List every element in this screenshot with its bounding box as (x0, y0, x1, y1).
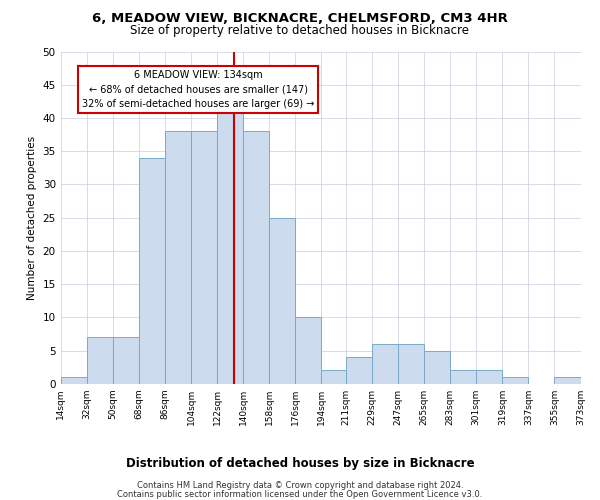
Bar (424, 350, 450, 384)
Bar (217, 112, 243, 384)
Bar (243, 131, 269, 384)
Bar (269, 218, 295, 384)
Bar (165, 131, 191, 384)
Text: Size of property relative to detached houses in Bicknacre: Size of property relative to detached ho… (131, 24, 470, 37)
Bar (450, 370, 476, 384)
Bar (398, 344, 424, 384)
Text: Distribution of detached houses by size in Bicknacre: Distribution of detached houses by size … (125, 458, 475, 470)
Bar (322, 370, 346, 384)
Bar (113, 337, 139, 384)
Bar (476, 370, 502, 384)
Text: Contains HM Land Registry data © Crown copyright and database right 2024.: Contains HM Land Registry data © Crown c… (137, 481, 463, 490)
Text: Contains public sector information licensed under the Open Government Licence v3: Contains public sector information licen… (118, 490, 482, 499)
Bar (191, 131, 217, 384)
Text: 6 MEADOW VIEW: 134sqm
← 68% of detached houses are smaller (147)
32% of semi-det: 6 MEADOW VIEW: 134sqm ← 68% of detached … (82, 70, 314, 110)
Bar (554, 377, 581, 384)
Bar (346, 357, 372, 384)
Y-axis label: Number of detached properties: Number of detached properties (27, 136, 37, 300)
Bar (502, 377, 529, 384)
Bar (295, 318, 322, 384)
Bar (372, 344, 398, 384)
Bar (61, 377, 87, 384)
Text: 6, MEADOW VIEW, BICKNACRE, CHELMSFORD, CM3 4HR: 6, MEADOW VIEW, BICKNACRE, CHELMSFORD, C… (92, 12, 508, 26)
Bar (139, 158, 165, 384)
Bar (87, 337, 113, 384)
